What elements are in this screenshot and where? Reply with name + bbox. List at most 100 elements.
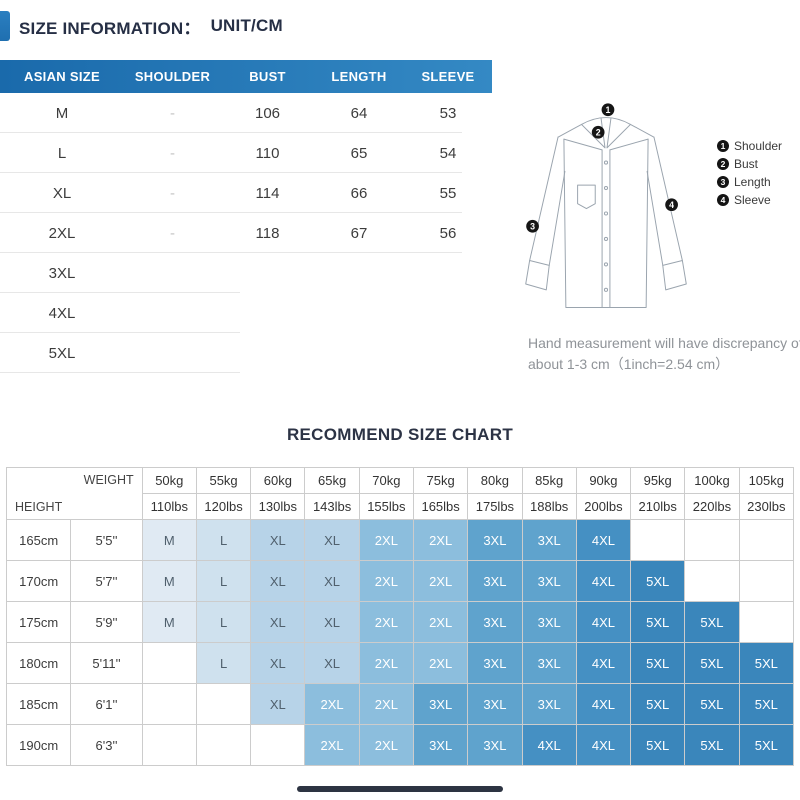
page-header: SIZE INFORMATION： UNIT/CM xyxy=(0,10,283,42)
weight-lbs-header: 200lbs xyxy=(575,493,632,520)
bust-value: 114 xyxy=(255,184,280,202)
column-header-bust: BUST xyxy=(249,69,286,84)
recommend-row: 175cm 5'9'' M L XL XL 2XL 2XL 3XL 3XL 4X… xyxy=(5,601,795,643)
size-cell: L xyxy=(195,560,252,602)
table-row: 2XL - 118 67 56 xyxy=(0,213,492,253)
weight-kg-header: 100kg xyxy=(684,467,740,494)
size-cell: 5XL xyxy=(738,724,795,766)
height-ft-cell: 5'9'' xyxy=(70,601,143,643)
size-label: M xyxy=(55,104,69,122)
height-cm-cell: 185cm xyxy=(5,683,72,725)
size-label: XL xyxy=(52,184,72,202)
shirt-diagram: 1 2 3 4 xyxy=(503,97,709,330)
measurement-note: Hand measurement will have discrepancy o… xyxy=(528,333,800,375)
recommend-row: 165cm 5'5'' M L XL XL 2XL 2XL 3XL 3XL 4X… xyxy=(5,519,795,561)
size-cell xyxy=(250,724,306,766)
bust-value: 110 xyxy=(255,144,280,162)
size-cell: 3XL xyxy=(521,601,577,643)
size-cell: 3XL xyxy=(412,683,469,725)
weight-lbs-header: 143lbs xyxy=(304,493,360,520)
legend-label: Length xyxy=(734,175,771,189)
size-cell xyxy=(738,601,795,643)
size-cell: 4XL xyxy=(575,724,632,766)
note-line-2: about 1-3 cm（1inch=2.54 cm） xyxy=(528,356,730,372)
size-cell: XL xyxy=(304,642,360,684)
blue-accent-bar xyxy=(0,11,10,41)
weight-kg-header: 85kg xyxy=(521,467,577,494)
recommend-row: 170cm 5'7'' M L XL XL 2XL 2XL 3XL 3XL 4X… xyxy=(5,560,795,602)
height-cm-cell: 180cm xyxy=(5,642,72,684)
weight-kg-header: 90kg xyxy=(575,467,632,494)
legend-item: 2 Bust xyxy=(717,155,782,173)
size-cell: 3XL xyxy=(467,642,523,684)
size-cell: 3XL xyxy=(467,560,523,602)
weight-kg-header: 60kg xyxy=(250,467,306,494)
height-axis-label: HEIGHT xyxy=(15,500,63,514)
height-cm-cell: 175cm xyxy=(5,601,72,643)
size-cell xyxy=(738,519,795,561)
size-cell xyxy=(195,724,252,766)
size-cell: 5XL xyxy=(684,642,740,684)
size-cell: 2XL xyxy=(304,683,360,725)
height-ft-cell: 5'7'' xyxy=(70,560,143,602)
table-row: XL - 114 66 55 xyxy=(0,173,492,213)
length-value: 64 xyxy=(350,104,368,122)
weight-kg-header: 105kg xyxy=(738,467,795,494)
size-cell: XL xyxy=(250,519,306,561)
weight-kg-header: 55kg xyxy=(195,467,252,494)
size-cell: XL xyxy=(304,601,360,643)
size-cell: 5XL xyxy=(630,560,686,602)
size-cell: 5XL xyxy=(738,683,795,725)
size-cell: 3XL xyxy=(467,724,523,766)
marker-3-length: 3 xyxy=(530,221,535,231)
size-cell: 2XL xyxy=(412,601,469,643)
size-cell: 5XL xyxy=(738,642,795,684)
column-header-asian-size: ASIAN SIZE xyxy=(24,69,100,84)
length-value: 66 xyxy=(350,184,368,202)
size-cell: 4XL xyxy=(575,519,632,561)
size-cell: 2XL xyxy=(358,560,415,602)
size-cell xyxy=(141,724,197,766)
size-label: 4XL xyxy=(48,304,76,322)
page-title: SIZE INFORMATION： xyxy=(19,18,201,38)
weight-lbs-header: 188lbs xyxy=(521,493,577,520)
size-cell: L xyxy=(195,642,252,684)
weight-kg-header: 50kg xyxy=(141,467,197,494)
column-header-length: LENGTH xyxy=(331,69,387,84)
table-row: 4XL xyxy=(0,293,492,333)
size-cell: 2XL xyxy=(358,724,415,766)
weight-lbs-header: 120lbs xyxy=(195,493,252,520)
weight-lbs-header: 165lbs xyxy=(412,493,469,520)
sleeve-value: 56 xyxy=(439,224,457,242)
sleeve-value: 53 xyxy=(439,104,457,122)
height-ft-cell: 6'3'' xyxy=(70,724,143,766)
size-cell: 3XL xyxy=(467,519,523,561)
size-cell: 3XL xyxy=(521,519,577,561)
size-cell xyxy=(141,683,197,725)
size-cell xyxy=(684,519,740,561)
size-cell: 2XL xyxy=(358,601,415,643)
marker-2-bust: 2 xyxy=(596,127,601,137)
size-cell: XL xyxy=(250,683,306,725)
weight-lbs-header: 130lbs xyxy=(250,493,306,520)
weight-lbs-header: 230lbs xyxy=(738,493,795,520)
size-cell: L xyxy=(195,601,252,643)
size-cell: 4XL xyxy=(575,642,632,684)
circled-2-icon: 2 xyxy=(717,158,729,170)
height-ft-cell: 6'1'' xyxy=(70,683,143,725)
bust-value: 118 xyxy=(255,224,280,242)
weight-lbs-header: 110lbs xyxy=(141,493,197,520)
recommend-size-table: WEIGHT HEIGHT 50kg 55kg 60kg 65kg 70kg 7… xyxy=(5,467,795,766)
weight-kg-header: 75kg xyxy=(412,467,469,494)
size-cell: L xyxy=(195,519,252,561)
size-cell xyxy=(195,683,252,725)
size-cell: 4XL xyxy=(575,683,632,725)
height-ft-cell: 5'5'' xyxy=(70,519,143,561)
size-cell: 4XL xyxy=(575,601,632,643)
size-cell: 2XL xyxy=(412,560,469,602)
measurement-legend: 1 Shoulder 2 Bust 3 Length 4 Sleeve xyxy=(717,137,782,209)
size-cell: 2XL xyxy=(358,642,415,684)
sleeve-value: 54 xyxy=(439,144,457,162)
legend-label: Bust xyxy=(734,157,759,171)
size-cell xyxy=(684,560,740,602)
